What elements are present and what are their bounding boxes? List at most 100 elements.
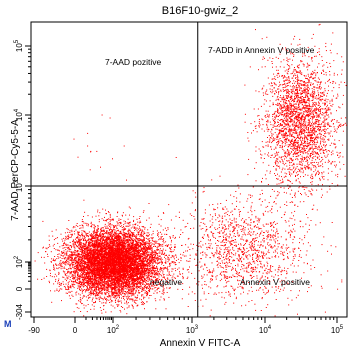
event-point xyxy=(105,279,106,280)
event-point xyxy=(67,285,69,287)
event-point xyxy=(175,270,177,272)
event-point xyxy=(87,272,89,274)
event-point xyxy=(125,214,127,216)
event-point xyxy=(95,265,97,267)
event-point xyxy=(57,264,59,266)
event-point xyxy=(89,275,91,277)
event-point xyxy=(140,272,142,274)
event-point xyxy=(150,295,152,296)
event-point xyxy=(81,221,83,223)
event-point xyxy=(121,247,123,249)
event-point xyxy=(93,249,95,250)
event-point xyxy=(76,282,77,284)
event-point xyxy=(146,295,148,297)
event-point xyxy=(79,234,81,236)
event-point xyxy=(126,222,128,224)
event-point xyxy=(85,233,87,235)
event-point xyxy=(89,270,91,272)
event-point xyxy=(81,219,83,221)
event-point xyxy=(161,263,163,265)
event-point xyxy=(118,250,120,252)
event-point xyxy=(81,247,83,249)
event-point xyxy=(74,278,76,280)
event-point xyxy=(129,286,131,288)
event-point xyxy=(118,301,119,303)
event-point xyxy=(144,287,146,288)
event-point xyxy=(87,254,89,256)
event-point xyxy=(63,261,65,263)
event-point xyxy=(123,262,125,264)
event-point xyxy=(107,250,109,252)
event-point xyxy=(60,263,62,265)
event-point xyxy=(69,266,71,268)
event-point xyxy=(66,238,68,240)
event-point xyxy=(93,247,95,249)
event-point xyxy=(78,234,80,236)
event-point xyxy=(94,265,96,267)
event-point xyxy=(142,281,144,283)
event-point xyxy=(130,254,132,255)
event-point xyxy=(87,288,89,290)
event-point xyxy=(108,296,110,298)
event-point xyxy=(81,292,83,294)
event-point xyxy=(112,281,114,283)
event-point xyxy=(55,249,57,251)
event-point xyxy=(98,253,100,255)
event-point xyxy=(133,273,135,275)
event-point xyxy=(161,258,163,260)
event-point xyxy=(112,244,114,246)
event-point xyxy=(116,246,118,248)
event-point xyxy=(84,277,85,279)
event-point xyxy=(86,265,88,267)
event-point xyxy=(85,263,87,265)
event-point xyxy=(78,257,80,259)
event-point xyxy=(144,241,146,243)
event-point xyxy=(86,233,88,235)
event-point xyxy=(145,277,147,279)
event-point xyxy=(93,302,94,304)
event-point xyxy=(79,294,81,296)
event-point xyxy=(139,216,141,217)
event-point xyxy=(77,262,79,264)
event-point xyxy=(131,241,133,243)
event-point xyxy=(111,238,112,240)
event-point xyxy=(138,263,140,265)
event-point xyxy=(97,231,99,232)
event-point xyxy=(111,252,113,254)
event-point xyxy=(96,274,98,276)
event-point xyxy=(158,261,160,263)
event-point xyxy=(90,279,92,281)
event-point xyxy=(105,271,107,273)
event-point xyxy=(122,212,124,214)
event-point xyxy=(73,311,75,313)
event-point xyxy=(82,265,83,267)
event-point xyxy=(83,258,85,260)
chart-title: B16F10-gwiz_2 xyxy=(162,5,238,17)
event-point xyxy=(134,271,136,273)
event-point xyxy=(172,261,174,263)
event-point xyxy=(168,244,170,246)
event-point xyxy=(67,277,69,279)
event-point xyxy=(118,244,120,246)
event-point xyxy=(129,221,131,223)
event-point xyxy=(113,288,115,290)
event-point xyxy=(110,298,112,300)
event-point xyxy=(122,235,124,237)
event-point xyxy=(64,267,66,269)
event-point xyxy=(80,262,82,264)
event-point xyxy=(62,270,64,272)
event-point xyxy=(105,239,107,241)
event-point xyxy=(159,283,161,285)
event-point xyxy=(106,285,108,287)
event-point xyxy=(154,251,156,253)
event-point xyxy=(126,297,128,299)
event-point xyxy=(105,283,107,284)
event-point xyxy=(52,235,54,237)
event-point xyxy=(81,248,82,250)
event-point xyxy=(89,251,90,253)
event-point xyxy=(120,260,122,262)
event-point xyxy=(130,276,132,278)
event-point xyxy=(121,294,122,296)
event-point xyxy=(151,273,153,275)
event-point xyxy=(116,237,118,239)
